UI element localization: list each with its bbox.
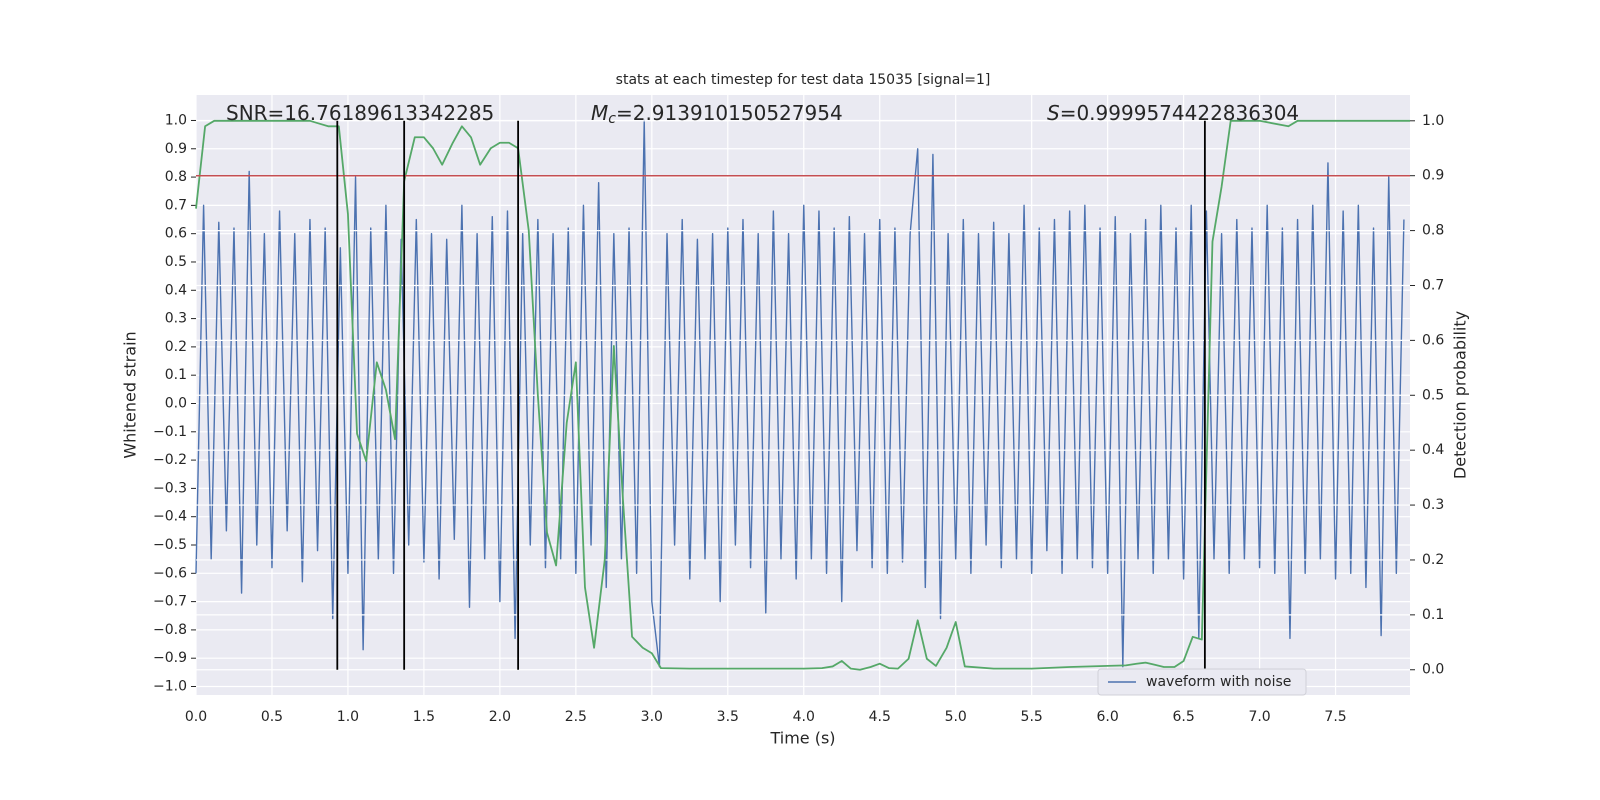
annotation: SNR=16.76189613342285 — [226, 101, 494, 125]
x-tick-label: 5.0 — [945, 709, 967, 725]
y-tick-label: −0.8 — [153, 622, 187, 638]
y-tick-label: −0.9 — [153, 650, 187, 666]
x-tick-label: 7.5 — [1324, 709, 1346, 725]
y-tick-label: −0.2 — [153, 452, 187, 468]
y-tick-label: −0.4 — [153, 509, 187, 525]
y-tick-label: 0.3 — [165, 311, 187, 327]
y2-tick-label: 0.3 — [1422, 497, 1444, 513]
x-tick-label: 6.5 — [1172, 709, 1194, 725]
annotation-symbol: S — [1047, 101, 1060, 125]
x-tick-label: 1.0 — [337, 709, 359, 725]
y2-tick-label: 0.4 — [1422, 442, 1444, 458]
x-tick-label: 6.0 — [1097, 709, 1119, 725]
y-tick-label: 1.0 — [165, 112, 187, 128]
annotation-symbol: M — [591, 101, 608, 125]
y-tick-label: 0.2 — [165, 339, 187, 355]
y-tick-label: −0.6 — [153, 565, 187, 581]
y-axis-label: Whitened strain — [121, 331, 140, 458]
x-tick-label: 4.5 — [869, 709, 891, 725]
y-tick-label: 0.1 — [165, 367, 187, 383]
x-tick-label: 2.0 — [489, 709, 511, 725]
x-tick-label: 5.5 — [1021, 709, 1043, 725]
y-tick-label: 0.5 — [165, 254, 187, 270]
y-tick-label: −1.0 — [153, 679, 187, 695]
y2-tick-label: 0.0 — [1422, 662, 1444, 678]
legend-box — [1097, 668, 1307, 696]
x-tick-label: 3.0 — [641, 709, 663, 725]
x-tick-label: 0.0 — [185, 709, 207, 725]
y-tick-label: 0.4 — [165, 282, 187, 298]
x-axis-label: Time (s) — [769, 729, 835, 748]
x-tick-label: 4.0 — [793, 709, 815, 725]
annotation-text: =2.913910150527954 — [616, 101, 843, 125]
y2-tick-label: 0.6 — [1422, 332, 1444, 348]
y2-tick-label: 0.8 — [1422, 223, 1444, 239]
x-tick-label: 7.0 — [1248, 709, 1270, 725]
y2-axis-label: Detection probability — [1451, 311, 1470, 479]
y2-tick-label: 0.2 — [1422, 552, 1444, 568]
y2-tick-label: 1.0 — [1422, 113, 1444, 129]
y-tick-label: −0.5 — [153, 537, 187, 553]
y2-tick-label: 0.7 — [1422, 277, 1444, 293]
legend-label: waveform with noise — [1146, 674, 1291, 690]
y-tick-label: −0.3 — [153, 480, 187, 496]
y-tick-label: −0.1 — [153, 424, 187, 440]
annotation-text: SNR=16.76189613342285 — [226, 101, 494, 125]
y-tick-label: 0.7 — [165, 197, 187, 213]
chart-title: stats at each timestep for test data 150… — [616, 72, 991, 88]
y-tick-label: 0.8 — [165, 169, 187, 185]
series-line — [195, 119, 1405, 668]
x-tick-label: 0.5 — [261, 709, 283, 725]
y-tick-label: 0.0 — [165, 395, 187, 411]
y-tick-label: 0.9 — [165, 141, 187, 157]
x-tick-label: 1.5 — [413, 709, 435, 725]
x-tick-label: 3.5 — [717, 709, 739, 725]
y-tick-label: −0.7 — [153, 594, 187, 610]
y2-tick-label: 0.5 — [1422, 387, 1444, 403]
annotation: S=0.9999574422836304 — [1047, 101, 1299, 125]
annotation-subscript: c — [608, 111, 616, 127]
y-tick-label: 0.6 — [165, 226, 187, 242]
x-tick-label: 2.5 — [565, 709, 587, 725]
annotation: Mc=2.913910150527954 — [591, 101, 843, 128]
y2-tick-label: 0.1 — [1422, 607, 1444, 623]
annotation-text: =0.9999574422836304 — [1060, 101, 1299, 125]
series-line — [195, 119, 1410, 671]
y2-tick-label: 0.9 — [1422, 168, 1444, 184]
